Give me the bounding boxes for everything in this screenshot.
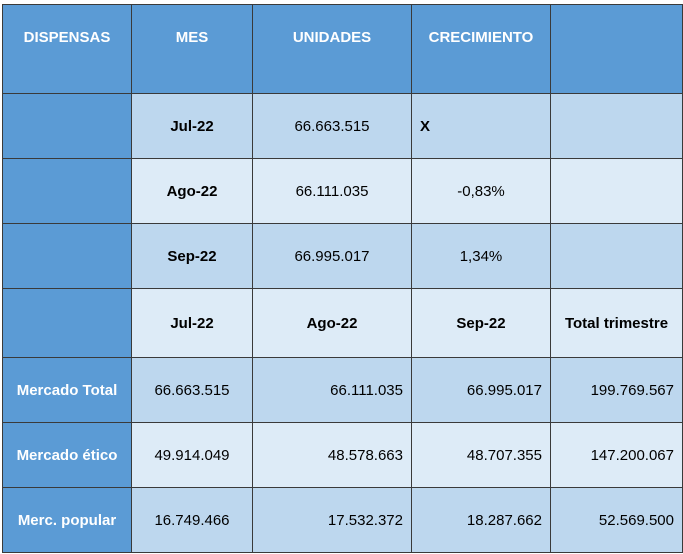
header-mes: MES	[131, 4, 253, 94]
summary-header-month3: Sep-22	[411, 288, 551, 358]
header-crecimiento: CRECIMIENTO	[411, 4, 551, 94]
growth-cell: -0,83%	[411, 158, 551, 224]
row-label	[2, 158, 132, 224]
value-cell: 49.914.049	[131, 422, 253, 488]
summary-header-row: Jul-22 Ago-22 Sep-22 Total trimestre	[2, 288, 683, 358]
units-cell: 66.111.035	[252, 158, 412, 224]
header-unidades: UNIDADES	[252, 4, 412, 94]
value-cell: 48.707.355	[411, 422, 551, 488]
summary-header-month1: Jul-22	[131, 288, 253, 358]
row-label: Merc. popular	[2, 487, 132, 553]
value-cell: 17.532.372	[252, 487, 412, 553]
empty-cell	[550, 158, 683, 224]
units-cell: 66.995.017	[252, 223, 412, 289]
header-empty	[550, 4, 683, 94]
value-cell: 66.995.017	[411, 357, 551, 423]
table-row: Mercado Total 66.663.515 66.111.035 66.9…	[2, 357, 683, 423]
summary-header-total: Total trimestre	[550, 288, 683, 358]
units-cell: 66.663.515	[252, 93, 412, 159]
month-cell: Ago-22	[131, 158, 253, 224]
row-label: Mercado Total	[2, 357, 132, 423]
table-row: Ago-22 66.111.035 -0,83%	[2, 158, 683, 224]
value-cell: 48.578.663	[252, 422, 412, 488]
table-row: Sep-22 66.995.017 1,34%	[2, 223, 683, 289]
row-label	[2, 223, 132, 289]
growth-cell: 1,34%	[411, 223, 551, 289]
value-cell: 66.663.515	[131, 357, 253, 423]
value-cell: 18.287.662	[411, 487, 551, 553]
value-cell: 16.749.466	[131, 487, 253, 553]
dispensas-table: DISPENSAS MES UNIDADES CRECIMIENTO Jul-2…	[2, 4, 683, 553]
month-cell: Jul-22	[131, 93, 253, 159]
summary-header-month2: Ago-22	[252, 288, 412, 358]
table-row: Jul-22 66.663.515 X	[2, 93, 683, 159]
total-cell: 147.200.067	[550, 422, 683, 488]
total-cell: 52.569.500	[550, 487, 683, 553]
value-cell: 66.111.035	[252, 357, 412, 423]
table-row: Mercado ético 49.914.049 48.578.663 48.7…	[2, 422, 683, 488]
empty-cell	[550, 93, 683, 159]
row-label	[2, 93, 132, 159]
total-cell: 199.769.567	[550, 357, 683, 423]
row-label: Mercado ético	[2, 422, 132, 488]
row-label	[2, 288, 132, 358]
growth-cell: X	[411, 93, 551, 159]
empty-cell	[550, 223, 683, 289]
table-header-row: DISPENSAS MES UNIDADES CRECIMIENTO	[2, 4, 683, 94]
table-row: Merc. popular 16.749.466 17.532.372 18.2…	[2, 487, 683, 553]
header-dispensas: DISPENSAS	[2, 4, 132, 94]
month-cell: Sep-22	[131, 223, 253, 289]
